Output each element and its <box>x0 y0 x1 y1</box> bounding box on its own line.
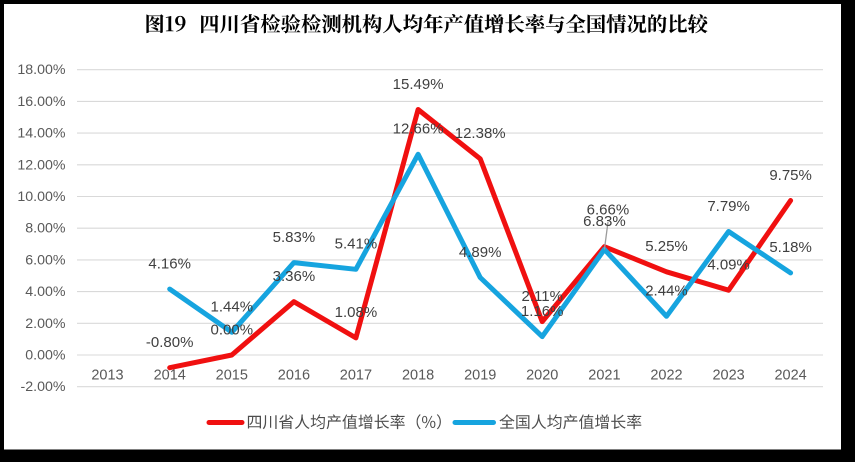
svg-text:5.83%: 5.83% <box>273 229 316 246</box>
svg-text:18.00%: 18.00% <box>17 62 66 78</box>
svg-text:2013: 2013 <box>91 368 123 384</box>
svg-text:1.16%: 1.16% <box>521 303 564 320</box>
svg-text:-2.00%: -2.00% <box>21 379 66 395</box>
svg-text:7.79%: 7.79% <box>707 198 750 215</box>
svg-text:2023: 2023 <box>712 368 744 384</box>
svg-text:1.08%: 1.08% <box>335 304 378 321</box>
svg-text:16.00%: 16.00% <box>17 94 66 110</box>
svg-text:2014: 2014 <box>154 368 186 384</box>
svg-text:5.41%: 5.41% <box>335 236 378 253</box>
svg-text:6.83%: 6.83% <box>583 213 626 230</box>
svg-text:8.00%: 8.00% <box>25 221 66 237</box>
svg-text:12.00%: 12.00% <box>17 157 66 173</box>
svg-text:3.36%: 3.36% <box>273 268 316 285</box>
svg-text:2017: 2017 <box>340 368 372 384</box>
svg-text:0.00%: 0.00% <box>25 348 66 364</box>
svg-text:2024: 2024 <box>774 368 806 384</box>
svg-text:2015: 2015 <box>216 368 248 384</box>
svg-text:6.00%: 6.00% <box>25 252 66 268</box>
svg-text:2019: 2019 <box>464 368 496 384</box>
svg-text:2020: 2020 <box>526 368 558 384</box>
svg-text:10.00%: 10.00% <box>17 189 66 205</box>
svg-text:4.89%: 4.89% <box>459 244 502 261</box>
svg-text:4.16%: 4.16% <box>148 255 191 272</box>
svg-text:12.38%: 12.38% <box>455 125 506 142</box>
svg-text:4.09%: 4.09% <box>707 257 750 274</box>
svg-text:2018: 2018 <box>402 368 434 384</box>
svg-text:9.75%: 9.75% <box>769 167 812 184</box>
svg-text:12.66%: 12.66% <box>393 121 444 138</box>
svg-text:2016: 2016 <box>278 368 310 384</box>
svg-text:5.25%: 5.25% <box>645 238 688 255</box>
svg-text:5.18%: 5.18% <box>769 239 812 256</box>
svg-text:0.00%: 0.00% <box>211 321 254 338</box>
svg-text:2021: 2021 <box>588 368 620 384</box>
svg-text:2.44%: 2.44% <box>645 283 688 300</box>
svg-text:2.00%: 2.00% <box>25 316 66 332</box>
svg-text:6.66%: 6.66% <box>587 202 630 219</box>
svg-text:2022: 2022 <box>650 368 682 384</box>
svg-text:4.00%: 4.00% <box>25 284 66 300</box>
svg-text:1.44%: 1.44% <box>211 299 254 316</box>
svg-text:-0.80%: -0.80% <box>146 334 194 351</box>
svg-text:14.00%: 14.00% <box>17 126 66 142</box>
svg-text:15.49%: 15.49% <box>393 76 444 93</box>
svg-text:2.11%: 2.11% <box>521 288 562 305</box>
